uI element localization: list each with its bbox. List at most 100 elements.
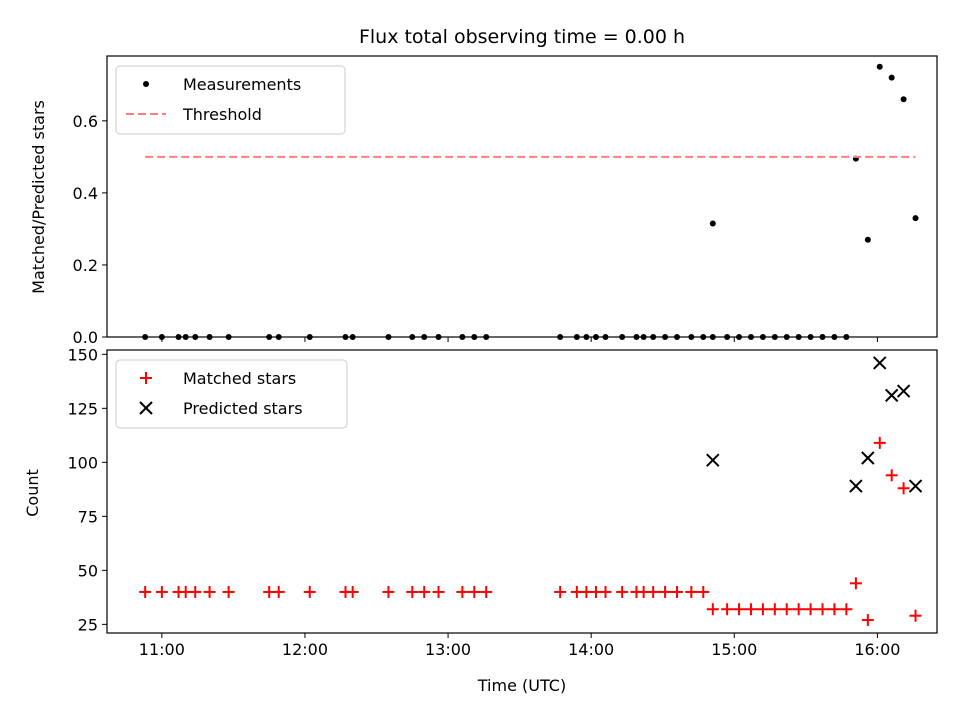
bottom-ylabel: Count	[23, 469, 42, 517]
matched-star-point	[480, 585, 493, 598]
measurement-point	[709, 220, 716, 227]
measurement-point	[709, 334, 716, 340]
matched-star-point	[721, 603, 734, 616]
matched-star-point	[706, 603, 719, 616]
measurement-point	[266, 334, 273, 340]
xtick-label: 13:00	[425, 640, 471, 659]
measurement-point	[633, 334, 640, 340]
measurement-point	[158, 334, 165, 340]
measurement-point	[225, 334, 232, 340]
chart-title: Flux total observing time = 0.00 h	[359, 26, 685, 48]
matched-star-point	[203, 585, 216, 598]
matched-star-point	[733, 603, 746, 616]
matched-star-point	[897, 482, 910, 495]
measurement-point	[807, 334, 814, 340]
top-legend-box	[115, 65, 346, 135]
matched-star-point	[885, 469, 898, 482]
measurement-point	[557, 334, 564, 340]
matched-star-point	[685, 585, 698, 598]
matched-star-point	[456, 585, 469, 598]
bottom-ytick-label: 50	[78, 561, 98, 580]
legend-label: Measurements	[183, 75, 301, 94]
xtick-label: 14:00	[568, 640, 614, 659]
measurement-point	[602, 334, 609, 340]
measurement-point	[700, 334, 707, 340]
measurement-point	[142, 334, 149, 340]
measurement-point	[888, 74, 895, 81]
matched-star-point	[189, 585, 202, 598]
matched-star-point	[599, 585, 612, 598]
xtick-label: 16:00	[854, 640, 900, 659]
bottom-legend: Matched stars Predicted stars	[115, 359, 348, 429]
measurement-point	[640, 334, 647, 340]
measurement-point	[674, 334, 681, 340]
matched-star-point	[647, 585, 660, 598]
xtick-label: 12:00	[282, 640, 328, 659]
bottom-ytick-label: 75	[78, 507, 98, 526]
matched-star-point	[406, 585, 419, 598]
matched-star-point	[840, 603, 853, 616]
matched-star-point	[139, 585, 152, 598]
measurement-point	[900, 96, 907, 103]
measurement-point	[349, 334, 356, 340]
matched-star-point	[780, 603, 793, 616]
measurement-point	[592, 334, 599, 340]
matched-star-point	[792, 603, 805, 616]
measurement-point	[385, 334, 392, 340]
measurement-point	[759, 334, 766, 340]
bottom-ytick-label: 100	[67, 453, 98, 472]
matched-star-point	[382, 585, 395, 598]
matched-star-point	[697, 585, 710, 598]
predicted-star-point	[849, 479, 863, 493]
measurement-point	[688, 334, 695, 340]
measurement-point	[306, 334, 313, 340]
top-ytick-label: 0.2	[73, 256, 98, 275]
measurement-point	[409, 334, 416, 340]
matched-star-point	[671, 585, 684, 598]
measurement-point	[192, 334, 199, 340]
legend-measurement-swatch	[143, 81, 149, 87]
matched-star-point	[756, 603, 769, 616]
measurement-point	[771, 334, 778, 340]
measurement-point	[275, 334, 282, 340]
matched-star-point	[804, 603, 817, 616]
top-axes-frame	[106, 55, 938, 338]
predicted-star-point	[884, 388, 899, 403]
matched-star-point	[418, 585, 431, 598]
matched-star-point	[861, 614, 874, 627]
measurement-point	[342, 334, 349, 340]
measurement-point	[573, 334, 580, 340]
legend-matched-swatch	[140, 372, 152, 384]
measurement-point	[459, 334, 466, 340]
legend-predicted-swatch	[139, 401, 153, 415]
matched-star-point	[554, 585, 567, 598]
matched-star-point	[816, 603, 829, 616]
measurement-point	[783, 334, 790, 340]
measurement-point	[912, 215, 919, 222]
predicted-star-point	[908, 479, 923, 493]
xtick-label: 11:00	[139, 640, 185, 659]
matched-star-point	[849, 577, 862, 590]
measurement-point	[724, 334, 731, 340]
measurement-point	[182, 334, 189, 340]
matched-star-point	[155, 585, 168, 598]
top-ytick-label: 0.6	[73, 112, 98, 131]
bottom-axes-frame	[106, 349, 938, 634]
measurement-point	[876, 63, 883, 70]
measurement-point	[483, 334, 490, 340]
measurement-point	[206, 334, 213, 340]
measurement-point	[421, 334, 428, 340]
bottom-axes: 25 50 75 100 125 150 11:00 12:00 13:00 14:00 15:00…	[67, 345, 938, 659]
bottom-legend-box	[115, 359, 348, 429]
bottom-ytick-label: 150	[67, 345, 98, 364]
legend-label: Threshold	[182, 105, 262, 124]
top-axes: 0.0 0.2 0.4 0.6 Measurements Threshold	[73, 55, 938, 347]
measurement-point	[435, 334, 442, 340]
measurement-point	[736, 334, 743, 340]
matched-star-point	[468, 585, 481, 598]
top-legend: Measurements Threshold	[115, 65, 346, 135]
matched-star-point	[873, 436, 886, 449]
matched-star-point	[828, 603, 841, 616]
measurement-point	[471, 334, 478, 340]
